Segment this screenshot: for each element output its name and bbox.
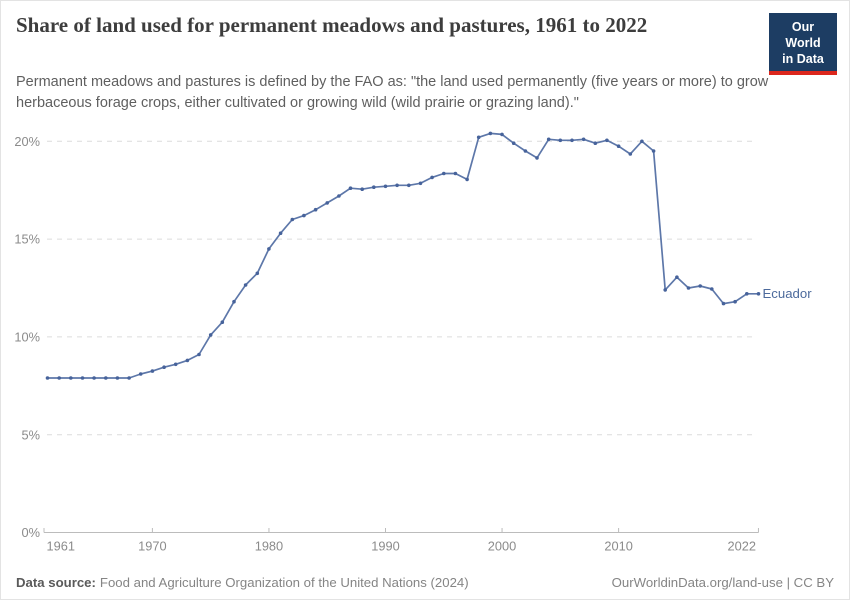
- chart-title: Share of land used for permanent meadows…: [16, 13, 648, 37]
- data-point[interactable]: [686, 286, 691, 290]
- data-point[interactable]: [745, 292, 749, 296]
- data-point[interactable]: [348, 186, 353, 190]
- data-point[interactable]: [267, 247, 271, 251]
- data-point[interactable]: [593, 141, 598, 145]
- data-point[interactable]: [313, 207, 318, 212]
- data-point[interactable]: [628, 152, 633, 156]
- y-tick-label: 5%: [22, 427, 41, 442]
- data-point[interactable]: [150, 369, 155, 373]
- data-source-text: Food and Agriculture Organization of the…: [99, 575, 469, 590]
- data-point[interactable]: [220, 320, 225, 325]
- data-point[interactable]: [278, 231, 283, 235]
- data-point[interactable]: [407, 183, 411, 188]
- data-point[interactable]: [651, 149, 656, 153]
- data-point[interactable]: [418, 181, 423, 186]
- data-point[interactable]: [232, 299, 236, 304]
- data-point[interactable]: [442, 171, 446, 176]
- series-label-ecuador[interactable]: Ecuador: [763, 286, 813, 301]
- data-point[interactable]: [581, 137, 586, 142]
- data-point[interactable]: [570, 138, 574, 143]
- data-point[interactable]: [663, 288, 667, 292]
- data-point[interactable]: [92, 376, 96, 380]
- data-point[interactable]: [127, 376, 131, 380]
- y-tick-label: 10%: [14, 329, 40, 344]
- data-point[interactable]: [290, 217, 295, 222]
- data-point[interactable]: [208, 333, 213, 337]
- data-point[interactable]: [45, 376, 50, 380]
- data-point[interactable]: [430, 175, 434, 180]
- data-point[interactable]: [640, 139, 644, 144]
- data-point[interactable]: [197, 352, 201, 357]
- data-point[interactable]: [465, 177, 469, 182]
- data-point[interactable]: [185, 358, 190, 363]
- data-line[interactable]: [46, 132, 760, 379]
- data-point[interactable]: [243, 283, 248, 287]
- y-tick-label: 15%: [14, 232, 40, 247]
- data-point[interactable]: [558, 138, 563, 143]
- data-point[interactable]: [710, 287, 714, 291]
- x-tick-label: 2022: [728, 539, 756, 554]
- x-tick-label: 1961: [47, 539, 75, 554]
- data-point[interactable]: [546, 137, 551, 142]
- x-tick-label: 2010: [604, 539, 632, 554]
- data-point[interactable]: [173, 362, 178, 367]
- data-point[interactable]: [721, 301, 726, 306]
- data-point[interactable]: [383, 184, 388, 189]
- y-tick-label: 0%: [22, 525, 41, 540]
- attribution-link[interactable]: OurWorldinData.org/land-use | CC BY: [611, 575, 834, 590]
- chart-subtitle: Permanent meadows and pastures is define…: [16, 74, 769, 112]
- y-tick-label: 20%: [14, 134, 40, 149]
- data-point[interactable]: [616, 144, 621, 148]
- data-point[interactable]: [733, 299, 737, 304]
- owid-logo-line2: in Data: [782, 52, 824, 66]
- data-point[interactable]: [69, 376, 73, 380]
- owid-logo[interactable]: Our World in Data: [769, 13, 837, 75]
- data-point[interactable]: [500, 132, 504, 137]
- data-point[interactable]: [476, 135, 481, 140]
- data-point[interactable]: [115, 376, 120, 380]
- x-tick-label: 2000: [488, 539, 516, 554]
- data-point[interactable]: [138, 372, 143, 376]
- owid-logo-line1: Our World: [785, 20, 821, 50]
- data-source: Data source: Food and Agriculture Organiz…: [16, 575, 469, 590]
- data-point[interactable]: [337, 194, 341, 198]
- data-point[interactable]: [104, 376, 108, 380]
- data-point[interactable]: [57, 376, 61, 380]
- data-point[interactable]: [80, 376, 85, 380]
- data-point[interactable]: [395, 183, 399, 188]
- data-point[interactable]: [453, 171, 458, 176]
- data-point[interactable]: [523, 149, 528, 153]
- data-point[interactable]: [302, 213, 306, 218]
- x-tick-label: 1970: [138, 539, 166, 554]
- data-point[interactable]: [488, 131, 493, 136]
- data-point[interactable]: [360, 187, 365, 191]
- data-point[interactable]: [756, 292, 761, 296]
- x-tick-label: 1990: [371, 539, 399, 554]
- data-point[interactable]: [325, 201, 330, 205]
- data-point[interactable]: [698, 284, 702, 288]
- data-point[interactable]: [535, 156, 539, 160]
- data-point[interactable]: [605, 138, 609, 143]
- data-point[interactable]: [255, 271, 260, 276]
- chart-footer: Data source: Food and Agriculture Organiz…: [16, 575, 834, 590]
- data-source-label: Data source:: [16, 575, 96, 590]
- data-point[interactable]: [372, 185, 376, 189]
- data-point[interactable]: [511, 141, 516, 145]
- data-point[interactable]: [162, 365, 166, 370]
- x-tick-label: 1980: [255, 539, 283, 554]
- data-point[interactable]: [675, 275, 679, 280]
